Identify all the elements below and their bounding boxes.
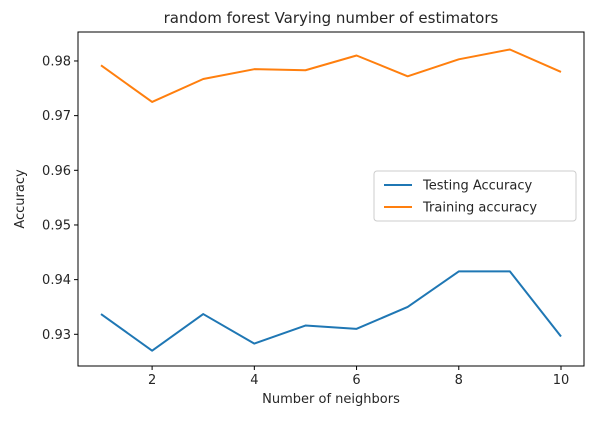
legend: Testing Accuracy Training accuracy (373, 170, 577, 222)
x-tick-label: 10 (553, 373, 570, 388)
y-tick-label: 0.97 (42, 109, 71, 124)
x-axis-label: Number of neighbors (262, 392, 400, 407)
y-tick-label: 0.94 (42, 273, 71, 288)
y-tick-label: 0.93 (42, 328, 71, 343)
x-tick-label: 4 (250, 373, 258, 388)
series-line-1 (100, 270, 562, 352)
series-line-2 (100, 48, 562, 103)
y-tick-label: 0.96 (42, 164, 71, 179)
plot-area (77, 31, 585, 367)
x-tick-label: 2 (148, 373, 156, 388)
chart-title: random forest Varying number of estimato… (164, 9, 499, 27)
legend-label: Testing Accuracy (422, 179, 532, 194)
x-axis: 2 4 6 8 10 (148, 366, 569, 388)
x-tick-label: 8 (455, 373, 463, 388)
x-tick-label: 6 (352, 373, 360, 388)
series-layer (100, 48, 562, 352)
plot-frame (77, 31, 585, 367)
y-axis: 0.93 0.94 0.95 0.96 0.97 0.98 (42, 54, 78, 343)
y-tick-label: 0.95 (42, 218, 71, 233)
y-tick-label: 0.98 (42, 54, 71, 69)
legend-box (373, 170, 577, 222)
legend-label: Training accuracy (422, 201, 537, 216)
y-axis-label: Accuracy (13, 169, 28, 229)
